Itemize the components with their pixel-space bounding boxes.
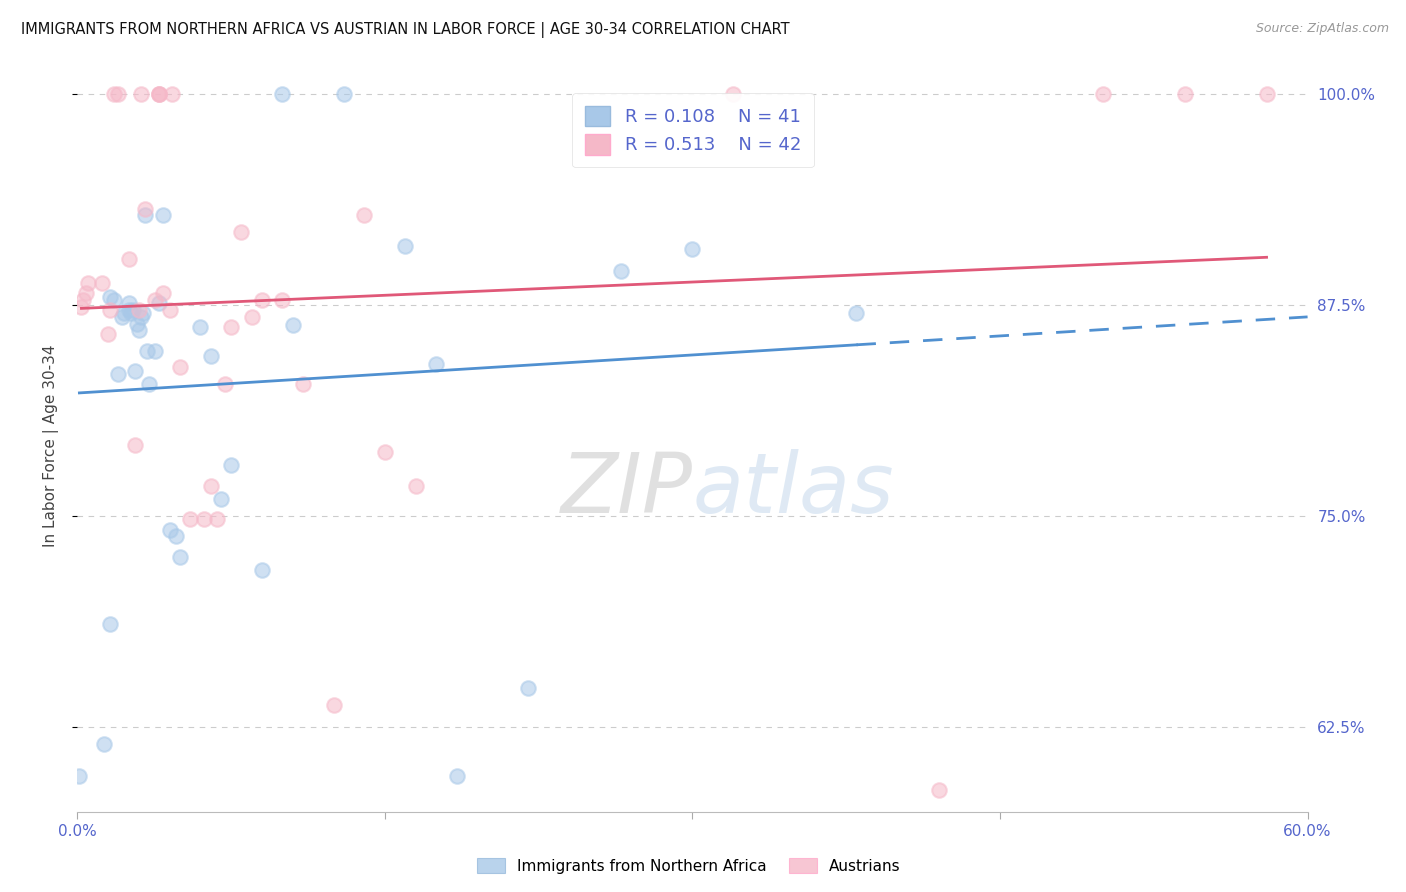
Point <box>114 306 136 320</box>
Point <box>152 286 174 301</box>
Point <box>98 289 121 303</box>
Point <box>219 458 242 473</box>
Point <box>193 512 215 526</box>
Point <box>517 681 540 696</box>
Point <box>117 296 139 310</box>
Point <box>240 310 263 324</box>
Point <box>128 323 150 337</box>
Point <box>98 617 121 632</box>
Point <box>120 306 142 320</box>
Point <box>188 319 212 334</box>
Point <box>90 276 114 290</box>
Point <box>148 87 170 101</box>
Point <box>425 357 447 371</box>
Text: ZIP: ZIP <box>561 450 693 531</box>
Point <box>136 343 159 358</box>
Point <box>682 242 704 256</box>
Point <box>70 300 93 314</box>
Point <box>333 87 356 101</box>
Y-axis label: In Labor Force | Age 30-34: In Labor Force | Age 30-34 <box>44 344 59 548</box>
Text: atlas: atlas <box>693 450 894 531</box>
Point <box>271 87 294 101</box>
Point <box>152 209 174 223</box>
Point <box>281 318 304 333</box>
Point <box>214 377 236 392</box>
Point <box>231 225 253 239</box>
Point <box>179 512 201 526</box>
Point <box>128 303 150 318</box>
Point <box>143 293 166 307</box>
Legend: Immigrants from Northern Africa, Austrians: Immigrants from Northern Africa, Austria… <box>471 852 907 880</box>
Point <box>250 563 273 577</box>
Point <box>609 264 631 278</box>
Point <box>200 349 222 363</box>
Point <box>125 317 148 331</box>
Text: Source: ZipAtlas.com: Source: ZipAtlas.com <box>1256 22 1389 36</box>
Point <box>160 87 183 101</box>
Point <box>1091 87 1114 101</box>
Point <box>723 87 745 101</box>
Point <box>291 377 314 392</box>
Point <box>107 87 129 101</box>
Point <box>124 364 146 378</box>
Point <box>205 512 228 526</box>
Point <box>143 343 166 358</box>
Point <box>374 445 396 459</box>
Point <box>148 87 170 101</box>
Point <box>134 202 156 216</box>
Point <box>446 769 468 783</box>
Point <box>134 209 156 223</box>
Point <box>159 523 181 537</box>
Point <box>129 87 152 101</box>
Point <box>1174 87 1197 101</box>
Point <box>1256 87 1278 101</box>
Point <box>76 276 98 290</box>
Point <box>271 293 294 307</box>
Legend: R = 0.108    N = 41, R = 0.513    N = 42: R = 0.108 N = 41, R = 0.513 N = 42 <box>572 93 814 167</box>
Point <box>117 303 139 318</box>
Point <box>129 310 152 324</box>
Point <box>138 377 160 392</box>
Point <box>209 492 232 507</box>
Point <box>111 310 134 324</box>
Point <box>132 306 155 320</box>
Point <box>165 529 187 543</box>
Point <box>159 303 181 318</box>
Point <box>75 286 97 301</box>
Point <box>97 326 120 341</box>
Point <box>353 209 375 223</box>
Point <box>169 549 191 564</box>
Point <box>845 306 868 320</box>
Point <box>322 698 344 713</box>
Point <box>107 368 129 382</box>
Text: IMMIGRANTS FROM NORTHERN AFRICA VS AUSTRIAN IN LABOR FORCE | AGE 30-34 CORRELATI: IMMIGRANTS FROM NORTHERN AFRICA VS AUSTR… <box>21 22 790 38</box>
Point <box>117 252 139 267</box>
Point <box>219 319 242 334</box>
Point <box>72 293 94 307</box>
Point <box>928 782 950 797</box>
Point <box>103 87 125 101</box>
Point <box>148 296 170 310</box>
Point <box>98 303 121 318</box>
Point <box>124 438 146 452</box>
Point <box>93 737 115 751</box>
Point <box>250 293 273 307</box>
Point <box>67 769 90 783</box>
Point <box>148 87 170 101</box>
Point <box>200 479 222 493</box>
Point <box>169 360 191 375</box>
Point <box>121 303 143 318</box>
Point <box>405 479 427 493</box>
Point <box>103 293 125 307</box>
Point <box>394 239 416 253</box>
